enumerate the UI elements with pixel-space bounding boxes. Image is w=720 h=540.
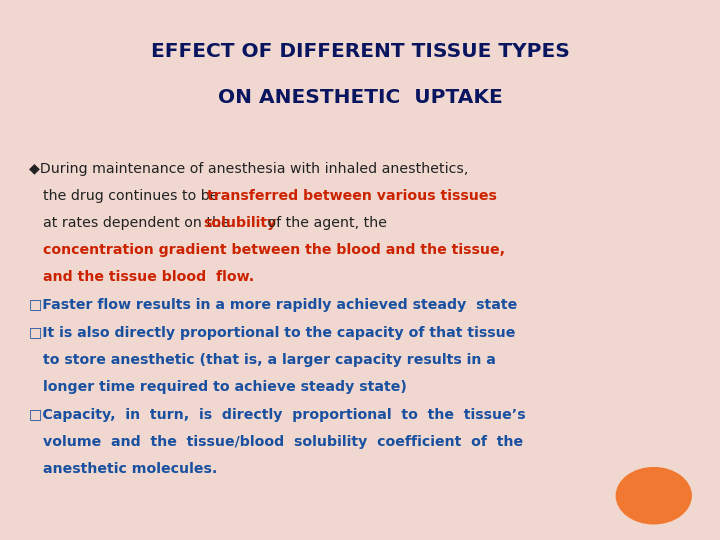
Text: concentration gradient between the blood and the tissue,: concentration gradient between the blood… bbox=[43, 243, 505, 257]
Text: and the tissue blood  flow.: and the tissue blood flow. bbox=[43, 270, 254, 284]
Text: □Faster flow results in a more rapidly achieved steady  state: □Faster flow results in a more rapidly a… bbox=[29, 298, 517, 312]
Text: ON ANESTHETIC  UPTAKE: ON ANESTHETIC UPTAKE bbox=[217, 87, 503, 107]
Text: EFFECT OF DIFFERENT TISSUE TYPES: EFFECT OF DIFFERENT TISSUE TYPES bbox=[150, 42, 570, 61]
Text: solubility: solubility bbox=[203, 216, 276, 230]
Text: volume  and  the  tissue/blood  solubility  coefficient  of  the: volume and the tissue/blood solubility c… bbox=[43, 435, 523, 449]
Text: the drug continues to be: the drug continues to be bbox=[43, 189, 223, 203]
Text: longer time required to achieve steady state): longer time required to achieve steady s… bbox=[43, 380, 407, 394]
Text: ◆During maintenance of anesthesia with inhaled anesthetics,: ◆During maintenance of anesthesia with i… bbox=[29, 162, 468, 176]
Text: □It is also directly proportional to the capacity of that tissue: □It is also directly proportional to the… bbox=[29, 326, 516, 340]
Text: anesthetic molecules.: anesthetic molecules. bbox=[43, 462, 217, 476]
Text: □Capacity,  in  turn,  is  directly  proportional  to  the  tissue’s: □Capacity, in turn, is directly proporti… bbox=[29, 408, 526, 422]
Text: to store anesthetic (that is, a larger capacity results in a: to store anesthetic (that is, a larger c… bbox=[43, 353, 496, 367]
Text: at rates dependent on the: at rates dependent on the bbox=[43, 216, 235, 230]
Text: transferred between various tissues: transferred between various tissues bbox=[207, 189, 498, 203]
Text: of the agent, the: of the agent, the bbox=[263, 216, 387, 230]
